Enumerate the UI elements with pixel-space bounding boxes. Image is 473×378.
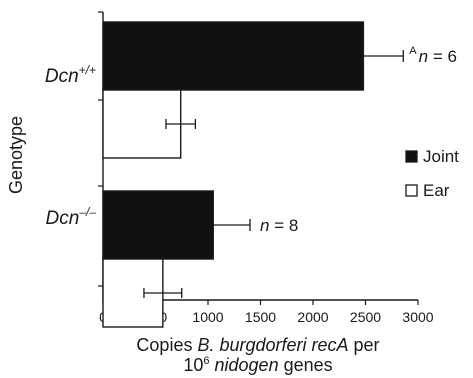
joint-bar	[102, 21, 365, 91]
y-axis-title: Genotype	[6, 116, 26, 194]
x-axis-title-exponent: 6	[203, 355, 209, 367]
sample-size-annotation: n = 8	[260, 216, 298, 235]
genotype-superscript: –/–	[78, 205, 96, 219]
sample-size-n: n	[419, 47, 428, 66]
x-tick-label: 1000	[192, 309, 223, 325]
sample-size-n: n	[260, 216, 269, 235]
legend-label-ear: Ear	[423, 181, 450, 200]
x-axis-title-text: 10	[183, 355, 203, 375]
x-axis-title-text: genes	[279, 355, 333, 375]
genotype-label: Dcn–/–	[46, 205, 97, 229]
genotype-superscript: +/+	[79, 63, 96, 77]
x-axis-title-text: nidogen	[215, 355, 279, 375]
genotype-name: Dcn	[45, 66, 79, 87]
x-axis-title-text: B. burgdorferi recA	[197, 335, 348, 355]
x-tick-label: 1500	[245, 309, 276, 325]
x-axis-title-line: 106 nidogen genes	[183, 355, 332, 375]
genotype-name: Dcn	[46, 208, 80, 229]
x-tick-label: 2000	[297, 309, 328, 325]
legend: Joint Ear	[405, 147, 459, 200]
x-tick-label: 2500	[350, 309, 381, 325]
x-axis-title-text: per	[349, 335, 380, 355]
significance-marker: A	[409, 45, 417, 57]
genotype-label: Dcn+/+	[45, 63, 96, 87]
sample-size-value: = 6	[428, 47, 457, 66]
legend-swatch-joint	[405, 150, 418, 163]
legend-swatch-ear	[405, 184, 418, 197]
legend-label-joint: Joint	[423, 147, 459, 166]
bars	[102, 21, 404, 328]
x-axis-title-line: Copies B. burgdorferi recA per	[136, 335, 379, 355]
sample-size-value: = 8	[269, 216, 298, 235]
x-tick-label: 3000	[402, 309, 433, 325]
joint-bar	[102, 190, 214, 260]
x-axis-title-text: Copies	[136, 335, 197, 355]
